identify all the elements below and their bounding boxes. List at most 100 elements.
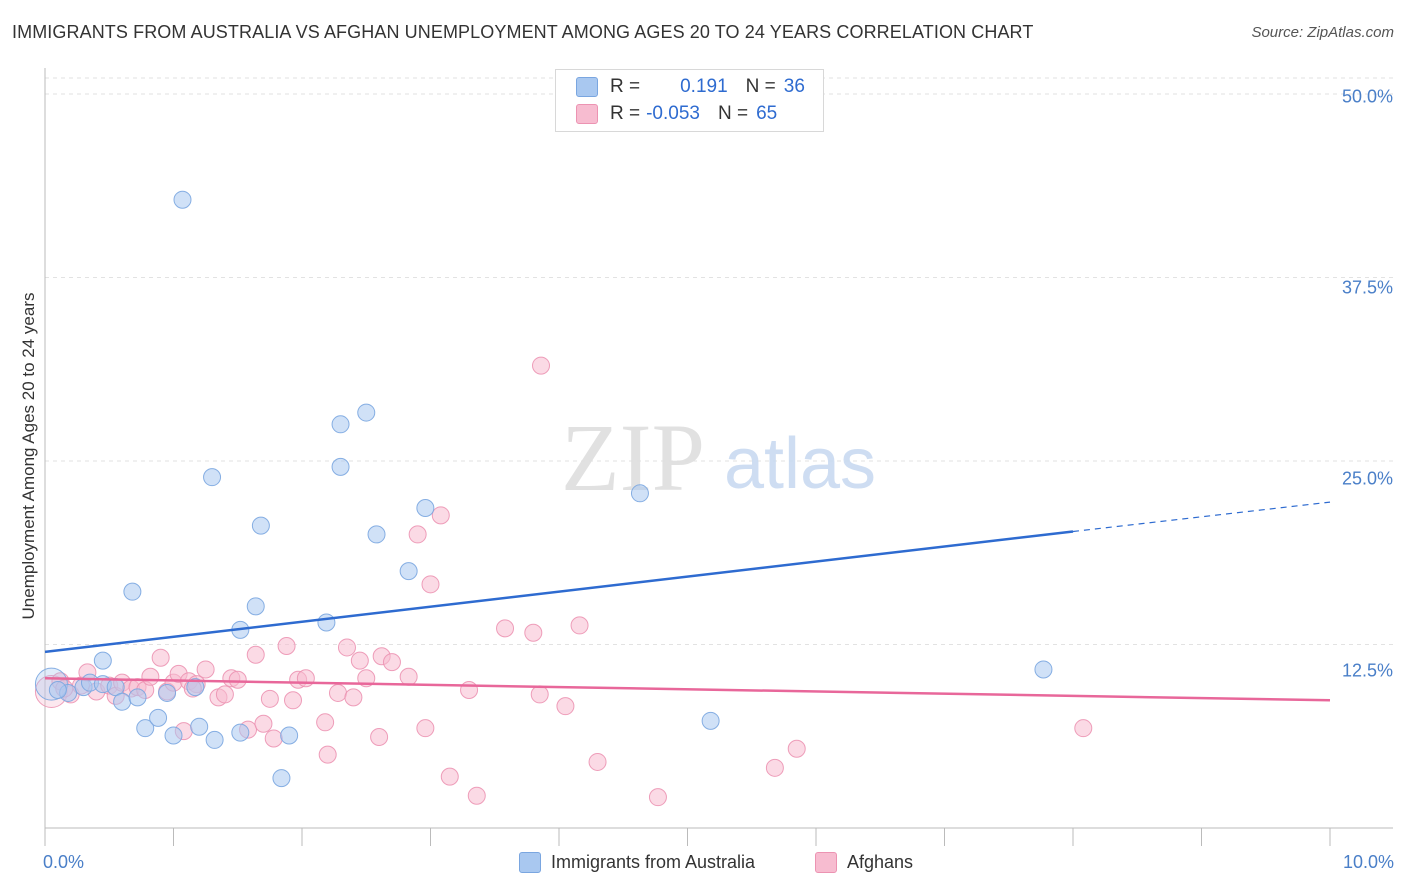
r-value: 0.191 (680, 76, 728, 97)
afghans-point (260, 689, 279, 708)
australia-point (246, 597, 265, 616)
australia-point (186, 678, 205, 697)
r-label: R = (610, 76, 641, 97)
afghans-point (337, 638, 356, 657)
n-value: 36 (783, 76, 805, 97)
afghans-point (215, 685, 234, 704)
australia-point (367, 525, 386, 544)
afghans-swatch (576, 104, 598, 124)
afghans-point (787, 739, 806, 758)
afghans-point (765, 758, 784, 777)
afghans-point (296, 669, 315, 688)
afghans-point (524, 623, 543, 642)
australia-point (1034, 660, 1053, 679)
legend-row-afghans: R = -0.053 N = 65 (576, 102, 777, 126)
australia-point (205, 730, 224, 749)
afghans-point (399, 667, 418, 686)
afghans-point (588, 752, 607, 771)
afghans-point (556, 697, 575, 716)
australia-point (357, 403, 376, 422)
australia-point (630, 484, 649, 503)
australia-point (331, 457, 350, 476)
afghans-swatch (815, 852, 837, 873)
afghans-point (284, 691, 303, 710)
australia-point (190, 717, 209, 736)
legend-row-australia: R = 0.191 N = 36 (576, 75, 805, 99)
chart-title: IMMIGRANTS FROM AUSTRALIA VS AFGHAN UNEM… (12, 22, 1034, 42)
afghans-point (440, 767, 459, 786)
afghans-point (344, 688, 363, 707)
australia-point (272, 769, 291, 788)
afghans-point (431, 506, 450, 525)
afghans-point (496, 619, 515, 638)
afghans-point (382, 653, 401, 672)
afghans-point (530, 685, 549, 704)
legend-label: Afghans (847, 852, 914, 872)
legend-item-australia: Immigrants from Australia (519, 852, 755, 873)
australia-point (231, 723, 250, 742)
r-label: R = (610, 103, 641, 124)
afghans-point (570, 616, 589, 635)
australia-points (34, 190, 1053, 788)
australia-point (399, 562, 418, 581)
australia-point (136, 719, 155, 738)
axes (44, 68, 1393, 846)
australia-point (164, 726, 183, 745)
australia-point (701, 711, 720, 730)
y-tick-label: 50.0% (1341, 86, 1393, 107)
afghans-point (316, 713, 335, 732)
afghans-point (370, 727, 389, 746)
australia-point (93, 651, 112, 670)
australia-point (173, 190, 192, 209)
afghans-point (532, 356, 551, 375)
n-label: N = (745, 76, 776, 97)
australia-point (203, 468, 222, 487)
afghans-point (196, 660, 215, 679)
y-tick-label: 37.5% (1341, 277, 1393, 298)
afghans-point (328, 683, 347, 702)
australia-point (280, 726, 299, 745)
n-value: 65 (756, 103, 778, 124)
source-label: Source: ZipAtlas.com (1251, 24, 1394, 41)
n-label: N = (717, 103, 749, 124)
watermark: ZIP atlas (561, 404, 876, 511)
afghans-point (460, 681, 479, 700)
australia-point (317, 613, 336, 632)
australia-trend-line (44, 530, 1074, 654)
afghans-point (151, 648, 170, 667)
y-tick-label: 12.5% (1341, 660, 1393, 681)
australia-point (123, 582, 142, 601)
australia-point (251, 516, 270, 535)
r-value: -0.053 (646, 103, 700, 124)
x-tick-label: 0.0% (43, 852, 85, 872)
afghans-point (228, 670, 247, 689)
afghans-point (408, 525, 427, 544)
australia-point (128, 688, 147, 707)
australia-point (113, 692, 132, 711)
australia-point (331, 415, 350, 434)
legend-label: Immigrants from Australia (551, 852, 756, 872)
gridlines (45, 77, 1393, 646)
australia-point (48, 681, 67, 700)
afghans-point (648, 788, 667, 807)
afghans-point (264, 729, 283, 748)
afghans-trend-line (44, 677, 1331, 702)
australia-trend-extension (1072, 501, 1331, 533)
y-tick-label: 25.0% (1341, 468, 1393, 489)
trend-lines (44, 501, 1331, 702)
australia-swatch (519, 852, 541, 873)
legend-item-afghans: Afghans (815, 852, 913, 873)
afghans-point (254, 714, 273, 733)
afghans-point (277, 636, 296, 655)
afghans-point (421, 575, 440, 594)
afghans-point (1074, 719, 1093, 738)
afghans-point (467, 786, 486, 805)
x-tick-label: 10.0% (1342, 852, 1394, 872)
afghans-point (350, 651, 369, 670)
afghans-point (416, 719, 435, 738)
afghans-point (246, 645, 265, 664)
australia-point (416, 498, 435, 517)
australia-point (149, 708, 168, 727)
y-axis-label: Unemployment Among Ages 20 to 24 years (19, 292, 38, 620)
